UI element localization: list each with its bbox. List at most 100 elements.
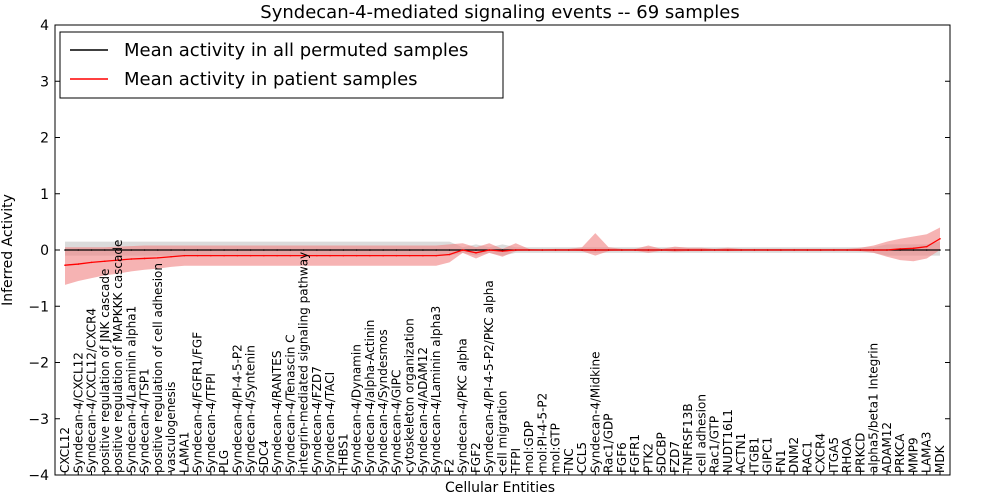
data-point (528, 249, 530, 251)
data-point (674, 249, 676, 251)
x-tick-label: RHOA (840, 437, 854, 473)
x-tick-label: Syndecan-4/Midkine (588, 352, 602, 473)
x-tick-label: vasculogenesis (164, 382, 178, 473)
data-point (899, 249, 902, 251)
legend: Mean activity in all permuted samples Me… (59, 31, 504, 99)
data-point (793, 249, 795, 251)
data-point (448, 249, 451, 251)
y-tick-label: −1 (28, 299, 49, 315)
x-tick-label: positive regulation of MAPKKK cascade (111, 240, 125, 473)
series-lines (64, 237, 941, 266)
data-point (369, 254, 371, 257)
data-point (210, 254, 212, 257)
data-point (939, 237, 941, 240)
x-tick-label: Syndecan-4/TACI (323, 372, 337, 473)
band-patient (65, 227, 940, 285)
x-tick-label: Rac1/GTP (708, 416, 722, 473)
data-point (475, 252, 477, 254)
data-point (196, 254, 199, 257)
x-tick-label: GIPC1 (761, 437, 775, 473)
x-tick-label: ACTN1 (734, 433, 748, 473)
data-point (183, 254, 186, 257)
y-tick-label: 2 (40, 131, 49, 147)
x-tick-label: mol:PI-4-5-P2 (535, 393, 549, 473)
data-point (395, 249, 398, 251)
data-point (157, 249, 159, 251)
x-tick-label: PRKCA (893, 433, 907, 473)
data-point (766, 249, 769, 251)
data-point (170, 249, 172, 251)
data-point (872, 249, 875, 251)
data-point (210, 249, 212, 251)
data-point (554, 249, 557, 251)
data-point (117, 249, 119, 251)
data-point (90, 249, 93, 251)
x-tick-label: Syndecan-4/RANTES (270, 351, 284, 473)
x-tick-label: Syndecan-4/PKC alpha (456, 338, 470, 473)
data-point (713, 249, 716, 251)
x-tick-label: Syndecan-4/TSP1 (138, 368, 152, 473)
data-point (64, 249, 66, 251)
x-tick-label: NUDT16L1 (721, 409, 735, 473)
data-point (461, 249, 464, 251)
y-tick-label: 1 (40, 187, 49, 203)
x-tick-label: Syndecan-4/Tenascin C (283, 334, 297, 473)
x-tick-label: Syndecan-4/PI-4-5-P2/PKC alpha (482, 280, 496, 473)
data-point (925, 249, 928, 251)
x-axis: CXCL12 Syndecan-4/CXCL12 Syndecan-4/CXCL12… (58, 240, 947, 475)
data-point (223, 254, 225, 257)
data-point (143, 249, 146, 251)
data-point (846, 249, 848, 251)
data-point (501, 249, 504, 251)
x-tick-label: Syndecan-4/CXCL12 (71, 352, 85, 473)
data-point (581, 249, 583, 251)
data-point (939, 249, 941, 251)
x-tick-label: Syndecan-4/GIPC (389, 370, 403, 473)
data-point (488, 249, 491, 251)
x-tick-label: FN1 (774, 449, 788, 473)
data-point (647, 249, 650, 251)
data-point (833, 249, 835, 251)
x-tick-label: Syndecan-4/Syntenin (244, 345, 258, 473)
data-point (196, 249, 199, 251)
x-tick-label: cytoskeleton organization (403, 318, 417, 473)
x-tick-label: Syndecan-4/Laminin alpha3 (429, 306, 443, 473)
data-point (249, 249, 252, 251)
data-point (369, 249, 371, 251)
y-tick-label: −4 (28, 468, 49, 484)
data-point (117, 259, 119, 261)
y-tick-label: −2 (28, 356, 49, 372)
data-point (130, 258, 133, 260)
legend-box (59, 31, 504, 99)
data-point (700, 249, 703, 251)
data-point (435, 254, 438, 257)
x-tick-label: LAMA3 (920, 432, 934, 473)
data-point (170, 255, 172, 258)
data-point (475, 249, 477, 251)
data-point (382, 249, 384, 251)
x-tick-label: mol:GTP (549, 423, 563, 473)
data-point (157, 257, 159, 259)
x-tick-label: cell adhesion (694, 394, 708, 473)
data-point (302, 254, 305, 257)
x-tick-label: positive regulation of JNK cascade (98, 269, 112, 473)
data-point (302, 249, 305, 251)
x-tick-label: TNC (562, 448, 576, 474)
x-tick-label: Syndecan-4/Syndesmos (376, 329, 390, 473)
data-point (806, 249, 809, 251)
data-point (263, 254, 265, 257)
data-point (594, 249, 597, 251)
x-tick-label: FGF2 (469, 442, 483, 473)
data-point (103, 249, 106, 251)
data-point (435, 249, 438, 251)
x-tick-label: FZD7 (668, 441, 682, 473)
y-tick-label: 4 (40, 18, 49, 34)
x-tick-label: MDK (933, 444, 947, 473)
data-point (77, 263, 80, 265)
x-tick-label: cell migration (496, 391, 510, 473)
x-tick-label: RAC1 (800, 441, 814, 473)
x-tick-label: Syndecan-4/Laminin alpha1 (124, 306, 138, 473)
data-point (567, 249, 570, 251)
data-point (90, 261, 93, 264)
